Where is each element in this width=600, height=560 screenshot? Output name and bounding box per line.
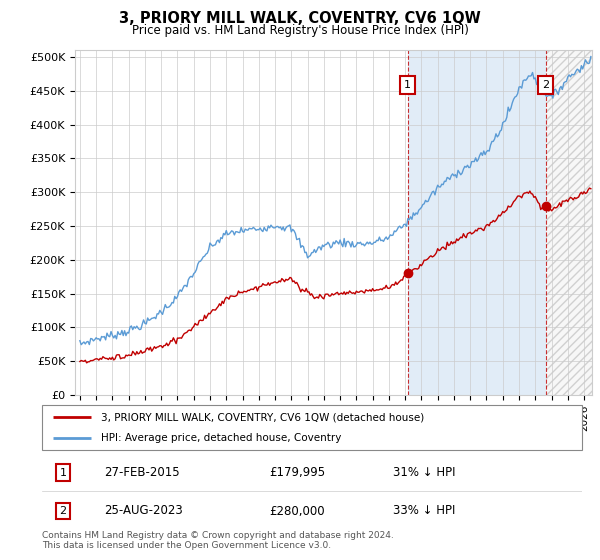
Text: 3, PRIORY MILL WALK, COVENTRY, CV6 1QW: 3, PRIORY MILL WALK, COVENTRY, CV6 1QW (119, 11, 481, 26)
Text: This data is licensed under the Open Government Licence v3.0.: This data is licensed under the Open Gov… (42, 541, 331, 550)
Text: 25-AUG-2023: 25-AUG-2023 (104, 505, 183, 517)
Text: Price paid vs. HM Land Registry's House Price Index (HPI): Price paid vs. HM Land Registry's House … (131, 24, 469, 36)
Bar (546, 50, 592, 395)
Bar (408, 50, 546, 395)
Text: 27-FEB-2015: 27-FEB-2015 (104, 466, 180, 479)
Text: Contains HM Land Registry data © Crown copyright and database right 2024.: Contains HM Land Registry data © Crown c… (42, 531, 394, 540)
Text: 31% ↓ HPI: 31% ↓ HPI (393, 466, 455, 479)
Text: £280,000: £280,000 (269, 505, 325, 517)
Text: 33% ↓ HPI: 33% ↓ HPI (393, 505, 455, 517)
Text: 1: 1 (59, 468, 67, 478)
Text: 2: 2 (59, 506, 67, 516)
Text: £179,995: £179,995 (269, 466, 325, 479)
Text: HPI: Average price, detached house, Coventry: HPI: Average price, detached house, Cove… (101, 433, 342, 444)
Text: 1: 1 (404, 80, 411, 90)
Text: 3, PRIORY MILL WALK, COVENTRY, CV6 1QW (detached house): 3, PRIORY MILL WALK, COVENTRY, CV6 1QW (… (101, 412, 425, 422)
FancyBboxPatch shape (42, 405, 582, 450)
Text: 2: 2 (542, 80, 550, 90)
